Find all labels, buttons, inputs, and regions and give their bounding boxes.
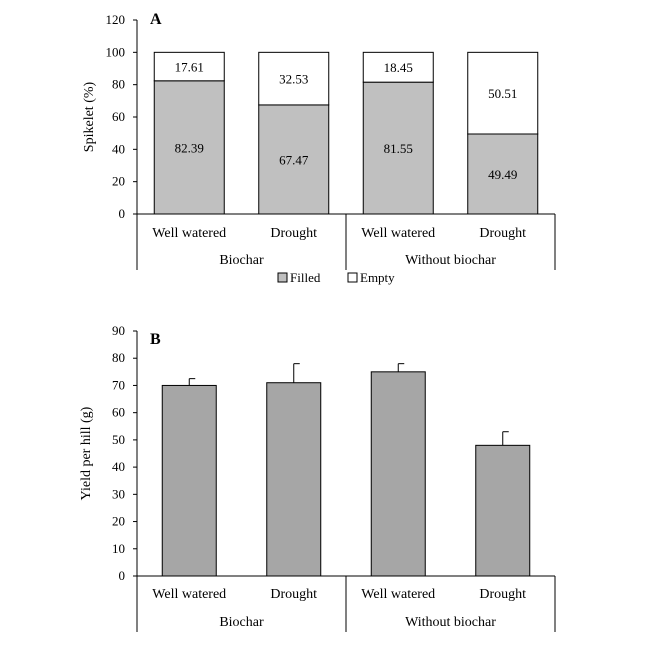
bar-value-label: 50.51 <box>488 86 517 101</box>
y-tick-label: 60 <box>112 109 125 124</box>
y-tick-label: 80 <box>112 350 125 365</box>
panel-letter: A <box>150 11 162 28</box>
y-tick-label: 80 <box>112 77 125 92</box>
x-category-label: Well watered <box>152 226 226 241</box>
x-category-label: Drought <box>479 587 526 602</box>
y-axis-title: Spikelet (%) <box>82 81 97 152</box>
y-tick-label: 40 <box>112 141 125 156</box>
x-category-label: Well watered <box>361 226 435 241</box>
bar-empty-segment <box>467 51 539 135</box>
bar-value-label: 49.49 <box>488 167 517 182</box>
legend-label-filled: Filled <box>290 270 321 285</box>
y-tick-label: 120 <box>106 12 126 27</box>
bar-value-label: 18.45 <box>384 60 413 75</box>
bar-value-label: 32.53 <box>279 72 308 87</box>
panel-letter: B <box>150 331 161 348</box>
x-group-label: Biochar <box>219 615 264 630</box>
x-category-label: Drought <box>270 587 317 602</box>
x-group-label: Without biochar <box>405 253 496 268</box>
bar-value-label: 82.39 <box>175 140 204 155</box>
bar-filled-segment <box>467 133 539 215</box>
x-category-label: Well watered <box>361 587 435 602</box>
legend-label-empty: Empty <box>360 270 395 285</box>
legend-swatch-filled <box>277 272 288 283</box>
bar-value-label: 17.61 <box>175 60 204 75</box>
y-tick-label: 40 <box>112 459 125 474</box>
y-tick-label: 20 <box>112 174 125 189</box>
y-tick-label: 30 <box>112 486 125 501</box>
y-tick-label: 90 <box>112 323 125 338</box>
y-tick-label: 20 <box>112 514 125 529</box>
bar-empty-segment <box>258 51 330 106</box>
x-category-label: Well watered <box>152 587 226 602</box>
y-tick-label: 10 <box>112 541 125 556</box>
y-axis-title: Yield per hill (g) <box>79 406 94 500</box>
bar-empty-segment <box>362 51 434 83</box>
x-group-label: Without biochar <box>405 615 496 630</box>
y-tick-label: 50 <box>112 432 125 447</box>
bar <box>161 384 217 577</box>
bar <box>475 444 531 577</box>
bar-filled-segment <box>153 80 225 215</box>
y-tick-label: 60 <box>112 405 125 420</box>
y-tick-label: 0 <box>119 206 126 221</box>
bar-value-label: 81.55 <box>384 141 413 156</box>
y-tick-label: 70 <box>112 377 125 392</box>
x-category-label: Drought <box>479 226 526 241</box>
bar <box>266 382 322 577</box>
x-category-label: Drought <box>270 226 317 241</box>
legend-swatch-empty <box>347 272 358 283</box>
x-group-label: Biochar <box>219 253 264 268</box>
bar-filled-segment <box>362 81 434 215</box>
y-tick-label: 100 <box>106 44 126 59</box>
bar <box>370 371 426 577</box>
bar-value-label: 67.47 <box>279 152 309 167</box>
bar-empty-segment <box>153 51 225 82</box>
y-tick-label: 0 <box>119 568 126 583</box>
